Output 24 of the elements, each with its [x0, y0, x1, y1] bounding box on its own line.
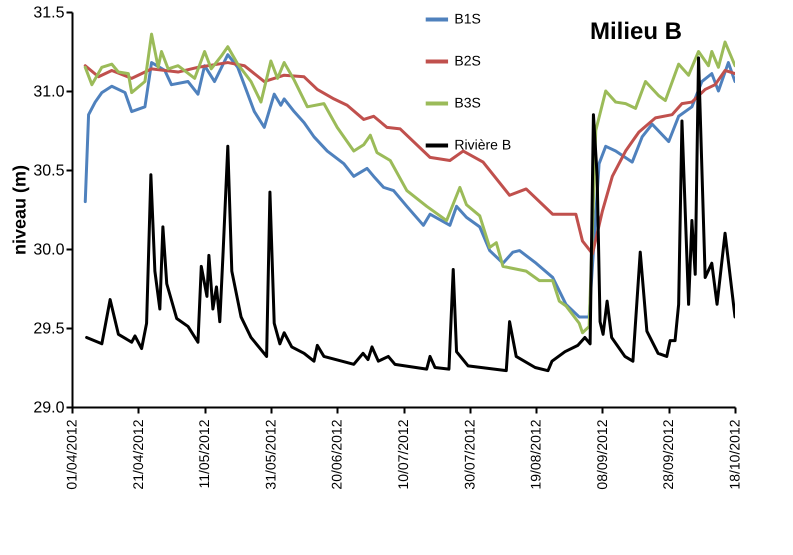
legend-label: B3S: [454, 94, 481, 110]
x-tick-label: 21/04/2012: [130, 419, 146, 490]
y-tick-label: 30.5: [33, 162, 65, 180]
y-axis-title: niveau (m): [9, 164, 30, 256]
x-tick-label: 11/05/2012: [196, 419, 212, 489]
legend-label: Rivière B: [454, 136, 512, 152]
legend-label: B2S: [454, 52, 481, 68]
chart-title: Milieu B: [590, 18, 682, 45]
y-tick-label: 29.5: [33, 320, 65, 338]
x-tick-label: 01/04/2012: [64, 419, 80, 490]
x-tick-label: 18/10/2012: [726, 419, 742, 490]
x-tick-label: 20/06/2012: [328, 419, 345, 490]
legend-label: B1S: [454, 10, 481, 26]
y-tick-label: 31.0: [33, 84, 65, 100]
line-series: [85, 56, 735, 372]
y-tick-label: 30.0: [33, 242, 65, 258]
x-tick-label: 30/07/2012: [461, 419, 478, 490]
x-tick-label: 19/08/2012: [528, 419, 544, 490]
x-tick-label: 10/07/2012: [395, 419, 411, 490]
y-tick-label: 29.0: [33, 400, 65, 416]
y-tick-label: 31.5: [33, 4, 65, 22]
x-tick-label: 31/05/2012: [262, 419, 278, 490]
x-tick-label: 28/09/2012: [660, 419, 676, 490]
x-tick-label: 08/09/2012: [594, 419, 610, 490]
